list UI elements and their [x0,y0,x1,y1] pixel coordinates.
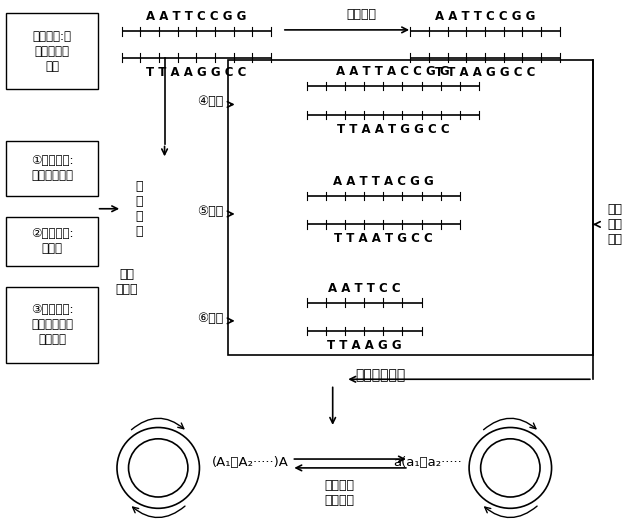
Text: ④增添: ④增添 [197,95,223,109]
Text: 正常复制: 正常复制 [346,8,376,21]
Ellipse shape [117,427,200,509]
Bar [228,60,593,355]
Text: 复
制
出
错: 复 制 出 错 [136,180,143,238]
Text: A A T T A C G G: A A T T A C G G [333,174,434,188]
Text: ②生物因素:
病毒等: ②生物因素: 病毒等 [31,227,73,256]
Text: A A T T A C C G G: A A T T A C C G G [336,65,450,78]
Text: ⑤替换: ⑤替换 [197,205,223,218]
Text: 体内因素:异
常的代谢物
质等: 体内因素:异 常的代谢物 质等 [33,30,72,73]
Text: 遗传信息改变: 遗传信息改变 [355,368,405,382]
Ellipse shape [469,427,552,509]
Text: 基因
结构
改变: 基因 结构 改变 [607,203,623,246]
Text: ①物理因素:
射线、激光等: ①物理因素: 射线、激光等 [31,154,73,182]
Text: T T A A G G C C: T T A A G G C C [146,66,246,79]
Text: A A T T C C: A A T T C C [328,281,401,295]
FancyBboxPatch shape [6,13,98,89]
FancyBboxPatch shape [6,287,98,363]
Text: A A T T C C G G: A A T T C C G G [435,11,535,23]
Text: A A T T C C G G: A A T T C C G G [146,11,246,23]
Text: ⑥缺失: ⑥缺失 [197,312,223,325]
Text: a(a₁、a₂·····: a(a₁、a₂····· [394,456,462,469]
Ellipse shape [129,439,188,497]
Ellipse shape [481,439,540,497]
Text: (A₁、A₂·····)A: (A₁、A₂·····)A [212,456,289,469]
Text: T T A A G G C C: T T A A G G C C [435,66,535,79]
Text: T T A A T G G C C: T T A A T G G C C [337,123,449,136]
FancyBboxPatch shape [6,141,98,196]
Text: ③化学因素:
亚硝酸、碱基
类似物等: ③化学因素: 亚硝酸、碱基 类似物等 [31,303,73,346]
FancyBboxPatch shape [6,217,98,266]
Text: 发生
碱基对: 发生 碱基对 [115,268,138,296]
Text: 可逆性、
不定向性: 可逆性、 不定向性 [324,479,354,507]
Text: T T A A G G: T T A A G G [327,339,402,353]
Text: T T A A T G C C: T T A A T G C C [334,232,433,246]
